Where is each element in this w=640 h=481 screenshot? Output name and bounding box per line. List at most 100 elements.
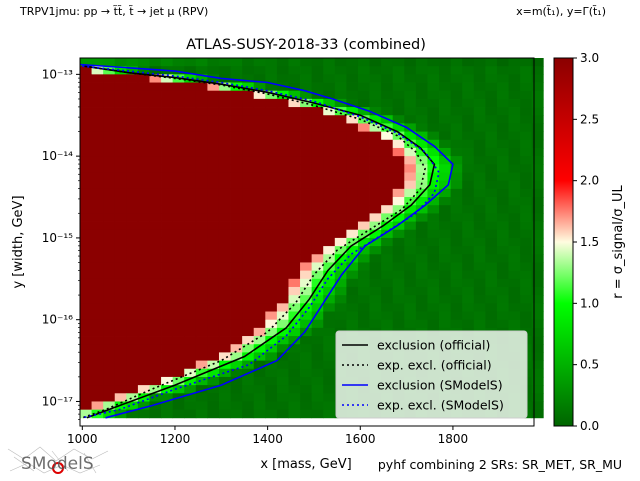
heatmap-cell (184, 197, 197, 206)
heatmap-cell (207, 401, 220, 411)
heatmap-cell (485, 221, 498, 231)
heatmap-cell (230, 229, 243, 239)
heatmap-cell (462, 188, 475, 198)
heatmap-cell (288, 336, 301, 345)
heatmap-cell (427, 262, 440, 272)
heatmap-cell (80, 180, 92, 190)
heatmap-cell (404, 319, 417, 329)
heatmap-cell (346, 98, 359, 108)
heatmap-cell (415, 74, 428, 83)
heatmap-cell (427, 270, 440, 280)
heatmap-cell (137, 303, 150, 312)
heatmap-cell (404, 131, 417, 141)
heatmap-cell (149, 205, 162, 214)
heatmap-cell (253, 336, 266, 345)
heatmap-cell (137, 107, 150, 116)
heatmap-cell (149, 254, 162, 263)
heatmap-cell (149, 270, 162, 280)
heatmap-cell (462, 131, 475, 141)
heatmap-cell (381, 139, 394, 149)
heatmap-cell (485, 213, 498, 222)
heatmap-cell (439, 115, 452, 124)
heatmap-cell (195, 368, 208, 378)
heatmap-cell (427, 66, 440, 75)
heatmap-cell (149, 74, 162, 83)
heatmap-cell (462, 286, 475, 296)
heatmap-cell (137, 401, 150, 411)
heatmap-cell (381, 90, 394, 100)
heatmap-cell (323, 74, 336, 83)
heatmap-cell (473, 311, 486, 321)
heatmap-cell (184, 352, 197, 361)
heatmap-cell (462, 180, 475, 190)
heatmap-cell (195, 254, 208, 263)
heatmap-cell (485, 115, 498, 124)
heatmap-cell (230, 344, 243, 353)
heatmap-cell (126, 188, 139, 198)
heatmap-cell (80, 221, 92, 231)
heatmap-cell (184, 172, 197, 182)
heatmap-cell (439, 197, 452, 206)
heatmap-cell (161, 156, 174, 165)
heatmap-cell (300, 229, 313, 239)
heatmap-cell (427, 197, 440, 206)
heatmap-cell (149, 147, 162, 157)
heatmap-cell (137, 180, 150, 190)
heatmap-cell (207, 360, 220, 370)
heatmap-cell (161, 237, 174, 247)
heatmap-cell (334, 295, 347, 304)
heatmap-cell (288, 221, 301, 231)
heatmap-cell (392, 311, 405, 321)
heatmap-cell (300, 139, 313, 149)
heatmap-cell (381, 286, 394, 296)
heatmap-cell (103, 319, 116, 329)
heatmap-cell (137, 74, 150, 83)
heatmap-cell (531, 303, 544, 312)
heatmap-cell (265, 156, 278, 165)
heatmap-cell (450, 172, 463, 182)
heatmap-cell (439, 303, 452, 312)
heatmap-cell (276, 270, 289, 280)
heatmap-cell (392, 303, 405, 312)
heatmap-cell (334, 262, 347, 272)
heatmap-cell (126, 270, 139, 280)
heatmap-cell (242, 164, 255, 173)
heatmap-cell (520, 123, 533, 132)
heatmap-cell (508, 229, 521, 239)
heatmap-cell (450, 295, 463, 304)
heatmap-cell (392, 139, 405, 149)
heatmap-cell (381, 319, 394, 329)
heatmap-cell (508, 188, 521, 198)
heatmap-cell (323, 172, 336, 182)
heatmap-cell (218, 205, 231, 214)
heatmap-cell (103, 107, 116, 116)
series-line (79, 63, 454, 419)
heatmap-cell (485, 229, 498, 239)
heatmap-cell (392, 164, 405, 173)
heatmap-cell (473, 180, 486, 190)
heatmap-cell (195, 393, 208, 402)
heatmap-cell (508, 58, 521, 67)
heatmap-cell (311, 123, 324, 132)
heatmap-cell (149, 360, 162, 370)
heatmap-cell (300, 286, 313, 296)
heatmap-cell (334, 246, 347, 255)
heatmap-cell (520, 221, 533, 231)
heatmap-cell (207, 368, 220, 378)
heatmap-cell (323, 254, 336, 263)
heatmap-cell (531, 286, 544, 296)
heatmap-cell (276, 278, 289, 288)
heatmap-cell (485, 205, 498, 214)
heatmap-cell (80, 74, 92, 83)
heatmap-cell (439, 246, 452, 255)
heatmap-cell (161, 123, 174, 132)
heatmap-cell (508, 139, 521, 149)
heatmap-cell (114, 360, 127, 370)
heatmap-cell (462, 58, 475, 67)
heatmap-cell (531, 295, 544, 304)
heatmap-cell (300, 262, 313, 272)
heatmap-cell (404, 213, 417, 222)
heatmap-cell (161, 278, 174, 288)
heatmap-cell (346, 172, 359, 182)
heatmap-cell (265, 205, 278, 214)
